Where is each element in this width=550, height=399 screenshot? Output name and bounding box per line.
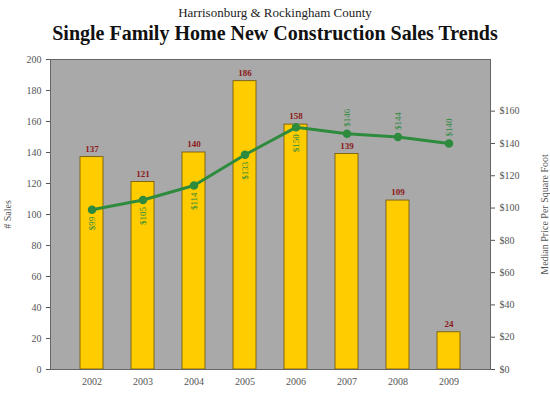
svg-text:2002: 2002	[82, 376, 102, 387]
html-text:Harrisonburg & Rockingham Coun: Harrisonburg & Rockingham County	[178, 5, 372, 20]
svg-text:137: 137	[85, 144, 99, 154]
svg-text:160: 160	[27, 116, 42, 127]
svg-text:2006: 2006	[286, 376, 306, 387]
svg-text:$140: $140	[444, 118, 454, 137]
svg-text:2005: 2005	[235, 376, 255, 387]
svg-text:# Sales: # Sales	[2, 200, 13, 229]
svg-text:60: 60	[32, 271, 42, 282]
svg-text:121: 121	[136, 169, 150, 179]
svg-text:Median Price Per Square Foot: Median Price Per Square Foot	[539, 154, 550, 275]
svg-text:2009: 2009	[439, 376, 459, 387]
svg-text:2008: 2008	[388, 376, 408, 387]
svg-text:$20: $20	[500, 331, 515, 342]
svg-text:2004: 2004	[184, 376, 204, 387]
svg-text:109: 109	[391, 187, 405, 197]
svg-text:139: 139	[340, 141, 354, 151]
svg-text:40: 40	[32, 302, 42, 313]
svg-text:200: 200	[27, 54, 42, 65]
svg-text:80: 80	[32, 240, 42, 251]
svg-text:$40: $40	[500, 299, 515, 310]
svg-text:$160: $160	[500, 105, 520, 116]
svg-text:$114: $114	[189, 192, 199, 210]
html-text:Single Family Home New Constru: Single Family Home New Construction Sale…	[52, 22, 498, 44]
svg-text:$80: $80	[500, 235, 515, 246]
svg-text:$140: $140	[500, 138, 520, 149]
svg-text:$60: $60	[500, 267, 515, 278]
svg-text:140: 140	[27, 147, 42, 158]
svg-text:$100: $100	[500, 202, 520, 213]
svg-text:$99: $99	[87, 216, 97, 230]
svg-text:$0: $0	[500, 364, 510, 375]
svg-text:120: 120	[27, 178, 42, 189]
svg-text:186: 186	[238, 68, 252, 78]
svg-text:$144: $144	[393, 112, 403, 131]
svg-text:$133: $133	[240, 161, 250, 180]
svg-text:$120: $120	[500, 170, 520, 181]
svg-text:2007: 2007	[337, 376, 357, 387]
svg-text:140: 140	[187, 139, 201, 149]
svg-text:24: 24	[445, 319, 455, 329]
svg-text:100: 100	[27, 209, 42, 220]
svg-text:$105: $105	[138, 206, 148, 225]
svg-text:$146: $146	[342, 108, 352, 127]
svg-text:0: 0	[37, 364, 42, 375]
svg-text:$150: $150	[291, 134, 301, 153]
svg-text:2003: 2003	[133, 376, 153, 387]
svg-text:20: 20	[32, 333, 42, 344]
svg-text:158: 158	[289, 111, 303, 121]
svg-text:180: 180	[27, 85, 42, 96]
